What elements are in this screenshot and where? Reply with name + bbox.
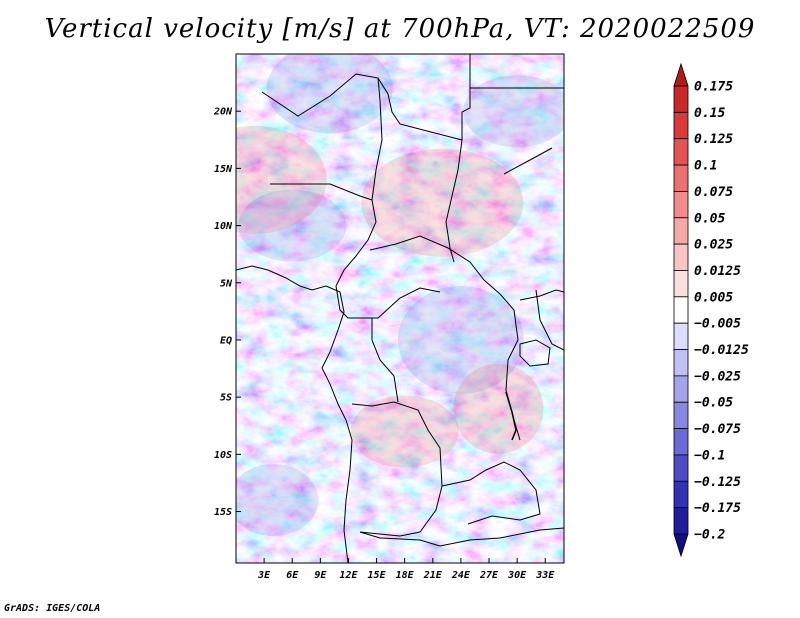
field-tint [266,54,393,134]
border-angola [351,401,443,537]
lon-tick-label: 18E [396,570,415,581]
border-kenya [535,289,564,351]
border-niger-chad [261,73,383,201]
coastline-west [236,265,353,563]
border-chad-sudan [445,139,463,263]
colorbar-label: 0.005 [694,290,733,305]
colorbar-label: 0.1 [694,159,717,174]
lake-victoria [519,339,551,367]
lat-tick-label: 5S [220,393,232,404]
colorbar-bin [673,375,689,403]
colorbar-label: 0.05 [694,211,725,226]
field-tint [236,125,327,234]
lon-tick-label: 30E [507,570,527,581]
lat-tick-label: EQ [220,335,232,346]
field-tint [453,363,544,454]
colorbar-bin [673,164,689,192]
colorbar-bin [673,111,689,140]
lon-tick-label: 3E [257,570,271,581]
map-frame [235,53,565,564]
colorbar-bin [673,454,689,482]
lon-tick-label: 21E [423,570,443,581]
colorbar-bin [673,270,689,298]
lon-tick-label: 15E [368,570,387,581]
colorbar-label: −0.175 [694,501,741,516]
regional-tints [236,54,564,537]
colorbar-bin [673,217,689,245]
border-car [369,235,501,295]
border-congo [371,318,399,403]
field-tint [236,464,319,537]
lon-tick-label: 24E [451,570,471,581]
lat-tick-label: 10S [214,450,232,461]
colorbar-label: −0.05 [694,396,733,411]
vertical-velocity-field [236,54,564,563]
colorbar-label: −0.075 [694,422,741,437]
colorbar-label: 0.175 [694,80,733,95]
colorbar [673,62,689,558]
border-nile-basin [503,147,553,175]
colorbar-label: 0.125 [694,132,733,147]
colorbar-bin [673,85,689,113]
colorbar-label: −0.0125 [694,343,749,358]
lat-tick-label: 10N [214,221,233,232]
colorbar-bottom-arrow [673,533,689,558]
colorbar-bin [673,296,689,324]
field-tint [361,148,524,257]
lon-tick-label: 33E [535,570,555,581]
lon-tick-label: 12E [339,570,358,581]
colorbar-label: −0.025 [694,369,741,384]
border-nigeria [270,183,377,287]
colorbar-bin [673,507,689,535]
lon-tick-label: 27E [479,570,499,581]
lake-tanganyika [505,391,517,441]
lat-tick-label: 20N [213,107,233,118]
field-tint [463,75,564,148]
field-tint [350,395,459,468]
border-zambia [441,461,541,525]
border-south [359,527,564,547]
colorbar-label: −0.005 [694,317,741,332]
field-tint [397,285,524,394]
colorbar-label: 0.0125 [694,264,741,279]
border-tanzania [519,289,564,301]
colorbar-bin [673,191,689,219]
border-libya-egypt [461,54,471,140]
lon-tick-label: 9E [314,570,327,581]
lat-grid-ticks [236,110,241,513]
lon-tick-label: 6E [286,570,299,581]
border-cameroon [335,285,441,319]
lat-tick-label: 15S [214,507,232,518]
colorbar-labels: 0.175 0.15 0.125 0.1 0.075 0.05 0.025 0.0125 0.0… [694,80,749,543]
colorbar-label: 0.025 [694,238,733,253]
map-field [236,54,564,563]
colorbar-bin [673,428,689,456]
longitude-axis: 3E 6E 9E 12E 15E 18E 21E 24E 27E 30E 33E [257,570,555,581]
chart-title: Vertical velocity [m/s] at 700hPa, VT: 2… [44,14,756,44]
colorbar-bin [673,322,689,350]
grads-credit: GrADS: IGES/COLA [4,603,101,614]
lat-tick-label: 5N [220,278,233,289]
colorbar-bin [673,349,689,377]
colorbar-bin [673,243,689,271]
colorbar-bin [673,138,689,166]
lon-grid-ticks [263,558,546,563]
colorbar-label: 0.15 [694,106,725,121]
colorbar-bin [673,401,689,429]
border-sudan-north [377,77,463,141]
lat-tick-label: 15N [214,164,233,175]
colorbar-label: 0.075 [694,185,733,200]
latitude-axis: 20N 15N 10N 5N EQ 5S 10S 15S [213,107,233,518]
colorbar-label: −0.125 [694,475,741,490]
colorbar-bin [673,480,689,509]
colorbar-top-arrow [673,62,689,87]
country-boundaries [236,54,564,563]
colorbar-label: −0.2 [694,528,725,543]
colorbar-label: −0.1 [694,448,725,463]
field-tint [238,189,347,262]
